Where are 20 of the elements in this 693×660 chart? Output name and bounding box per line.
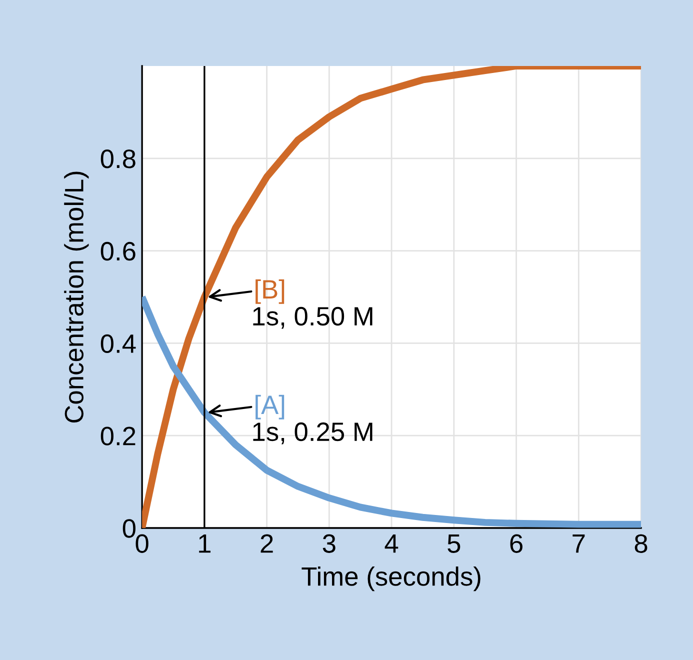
x-tick-label: 2 xyxy=(260,534,273,553)
x-tick-label: 0 xyxy=(136,534,148,553)
series-label: [A] xyxy=(256,394,284,420)
x-tick-label: 5 xyxy=(448,534,460,553)
annotation: 1s, 0.50 M xyxy=(253,306,372,329)
x-tick-label: 8 xyxy=(634,534,648,553)
x-tick-label: 1 xyxy=(199,534,210,553)
series-label: [B] xyxy=(256,279,284,304)
x-axis-title: Time (seconds) xyxy=(302,566,480,592)
y-tick-label: 0.8 xyxy=(100,150,136,168)
x-tick-label: 7 xyxy=(572,534,585,553)
y-tick-label: 0 xyxy=(122,519,136,538)
y-tick-label: 0.4 xyxy=(100,334,136,354)
x-tick-label: 3 xyxy=(322,534,336,553)
annotation: 1s, 0.25 M xyxy=(253,422,372,444)
y-tick-label: 0.6 xyxy=(100,242,136,261)
y-axis-title: Concentration (mol/L) xyxy=(64,172,89,423)
x-tick-label: 6 xyxy=(510,534,522,553)
y-tick-label: 0.2 xyxy=(100,426,136,446)
x-tick-label: 4 xyxy=(384,534,398,553)
